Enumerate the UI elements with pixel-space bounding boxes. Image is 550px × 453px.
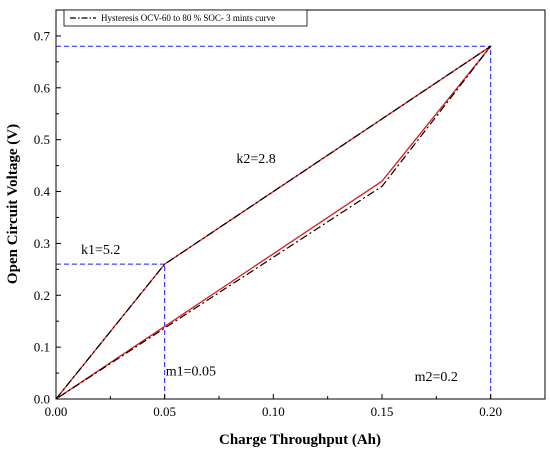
annotation-m1: m1=0.05 [166, 365, 216, 380]
x-tick-label: 0.05 [153, 404, 176, 419]
y-tick-label: 0.6 [34, 80, 51, 95]
x-tick-label: 0.20 [479, 404, 502, 419]
annotation-m2: m2=0.2 [415, 370, 458, 385]
x-tick-label: 0.10 [262, 404, 285, 419]
y-tick-label: 0.2 [34, 288, 50, 303]
legend-box [63, 9, 308, 27]
legend: Hysteresis OCV-60 to 80 % SOC- 3 mints c… [63, 9, 308, 27]
x-axis-title: Charge Throughput (Ah) [219, 432, 381, 448]
y-tick-label: 0.7 [34, 28, 51, 43]
y-tick-label: 0.5 [34, 132, 50, 147]
plot-frame [55, 9, 546, 400]
annotation-k1: k1=5.2 [81, 243, 120, 258]
y-tick-label: 0.4 [34, 184, 51, 199]
series-black-dashdot [55, 45, 492, 400]
legend-label: Hysteresis OCV-60 to 80 % SOC- 3 mints c… [101, 13, 275, 23]
y-tick-label: 0.0 [34, 392, 50, 407]
annotation-k2: k2=2.8 [236, 152, 275, 167]
x-tick-label: 0.15 [371, 404, 394, 419]
series-red-solid [55, 45, 492, 400]
y-tick-label: 0.1 [34, 340, 50, 355]
y-tick-label: 0.3 [34, 236, 50, 251]
x-tick-label: 0.00 [45, 404, 68, 419]
y-axis-title: Open Circuit Voltage (V) [5, 124, 21, 284]
